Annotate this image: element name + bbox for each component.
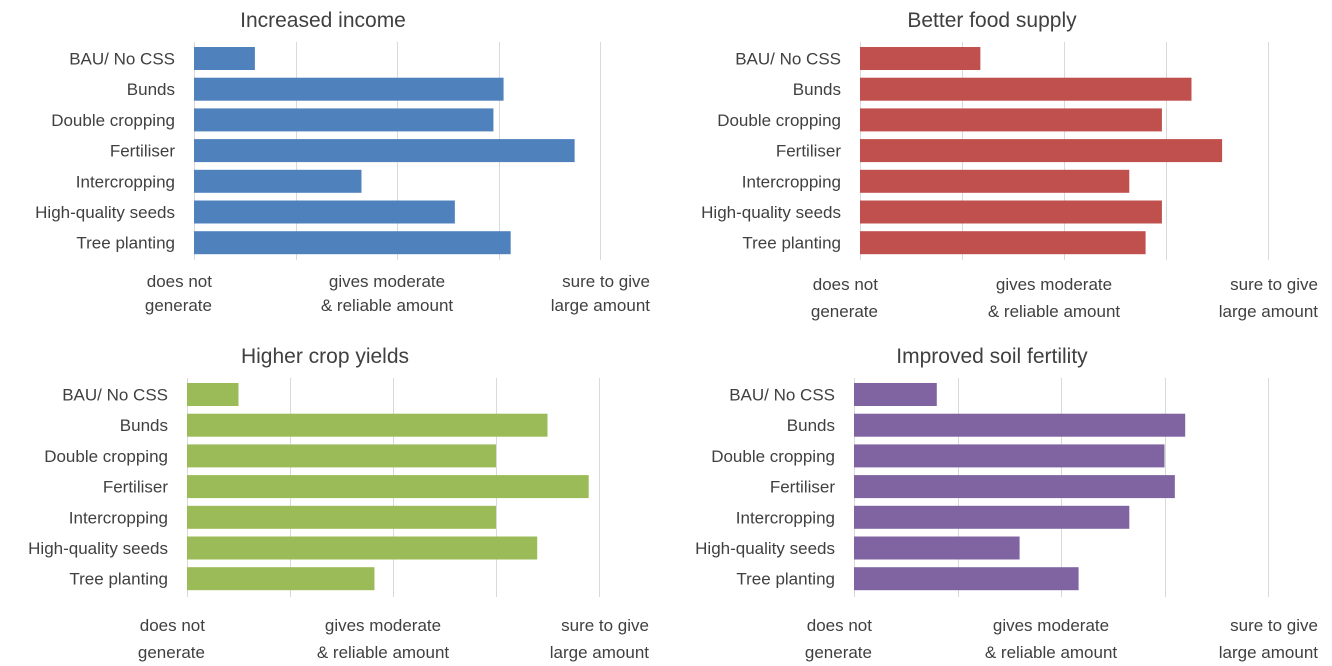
bar-high-quality-seeds xyxy=(194,200,455,224)
category-label: High-quality seeds xyxy=(28,539,168,558)
bar-bau-no-css xyxy=(854,383,937,406)
category-label: Bunds xyxy=(127,80,175,99)
chart-title: Improved soil fertility xyxy=(896,345,1088,368)
bar-bau-no-css xyxy=(194,47,255,70)
bar-tree-planting xyxy=(860,231,1146,255)
bar-fertiliser xyxy=(187,475,589,499)
bar-intercropping xyxy=(860,169,1130,193)
category-label: High-quality seeds xyxy=(701,203,841,222)
category-label: Intercropping xyxy=(742,172,841,191)
category-label: Double cropping xyxy=(51,111,175,130)
category-label: Tree planting xyxy=(736,570,835,589)
bar-tree-planting xyxy=(854,567,1079,591)
category-label: Double cropping xyxy=(717,111,841,130)
category-label: Bunds xyxy=(793,80,841,99)
x-tick-label: does not generate xyxy=(805,616,872,662)
category-label: Tree planting xyxy=(69,570,168,589)
chart-increased-income: Increased income BAU/ No CSS Bunds Double c… xyxy=(35,9,650,315)
category-label: Fertiliser xyxy=(103,478,169,497)
bar-fertiliser xyxy=(860,139,1223,163)
bar-double-cropping xyxy=(854,444,1165,468)
category-label: Intercropping xyxy=(736,508,835,527)
category-label: Intercropping xyxy=(76,172,175,191)
bar-intercropping xyxy=(187,505,496,529)
x-tick-label: does not generate xyxy=(811,275,878,321)
chart-higher-crop-yields: Higher crop yields BAU/ No CSS Bunds Double… xyxy=(28,345,649,662)
bar-fertiliser xyxy=(854,475,1175,499)
category-label: Fertiliser xyxy=(770,478,836,497)
category-label: Intercropping xyxy=(69,508,168,527)
category-label: High-quality seeds xyxy=(695,539,835,558)
x-tick-label: sure to give large amount xyxy=(1219,616,1319,662)
bar-bunds xyxy=(854,413,1186,437)
bar-fertiliser xyxy=(194,139,575,163)
bar-high-quality-seeds xyxy=(187,536,538,560)
bar-bunds xyxy=(860,77,1192,101)
x-tick-label: gives moderate & reliable amount xyxy=(988,275,1121,321)
x-tick-label: sure to give large amount xyxy=(551,272,651,315)
chart-title: Better food supply xyxy=(907,9,1077,32)
bar-tree-planting xyxy=(187,567,375,591)
bar-double-cropping xyxy=(194,108,494,132)
x-tick-label: gives moderate & reliable amount xyxy=(317,616,450,662)
chart-improved-soil-fertility: Improved soil fertility BAU/ No CSS Bunds D… xyxy=(695,345,1318,662)
bar-intercropping xyxy=(854,505,1130,529)
category-label: BAU/ No CSS xyxy=(729,386,835,405)
category-label: Tree planting xyxy=(742,234,841,253)
bar-double-cropping xyxy=(860,108,1162,132)
bar-bunds xyxy=(194,77,504,101)
bar-high-quality-seeds xyxy=(854,536,1020,560)
category-label: Fertiliser xyxy=(776,142,842,161)
category-label: Bunds xyxy=(787,416,835,435)
x-tick-label: sure to give large amount xyxy=(1219,275,1319,321)
bar-tree-planting xyxy=(194,231,511,255)
x-tick-label: sure to give large amount xyxy=(550,616,650,662)
x-tick-label: does not generate xyxy=(145,272,212,315)
chart-title: Higher crop yields xyxy=(241,345,409,368)
category-label: BAU/ No CSS xyxy=(735,50,841,69)
category-label: BAU/ No CSS xyxy=(62,386,168,405)
x-tick-label: gives moderate & reliable amount xyxy=(985,616,1118,662)
bar-high-quality-seeds xyxy=(860,200,1162,224)
x-tick-label: gives moderate & reliable amount xyxy=(321,272,454,315)
category-label: High-quality seeds xyxy=(35,203,175,222)
category-label: Double cropping xyxy=(711,447,835,466)
bar-double-cropping xyxy=(187,444,496,468)
category-label: BAU/ No CSS xyxy=(69,50,175,69)
bar-intercropping xyxy=(194,169,362,193)
chart-title: Increased income xyxy=(240,9,406,32)
x-tick-label: does not generate xyxy=(138,616,205,662)
category-label: Fertiliser xyxy=(110,142,176,161)
category-label: Tree planting xyxy=(76,234,175,253)
chart-better-food-supply: Better food supply BAU/ No CSS Bunds Double… xyxy=(701,9,1318,321)
bar-bunds xyxy=(187,413,548,437)
category-label: Bunds xyxy=(120,416,168,435)
bar-bau-no-css xyxy=(860,47,981,70)
category-label: Double cropping xyxy=(44,447,168,466)
bar-bau-no-css xyxy=(187,383,239,406)
